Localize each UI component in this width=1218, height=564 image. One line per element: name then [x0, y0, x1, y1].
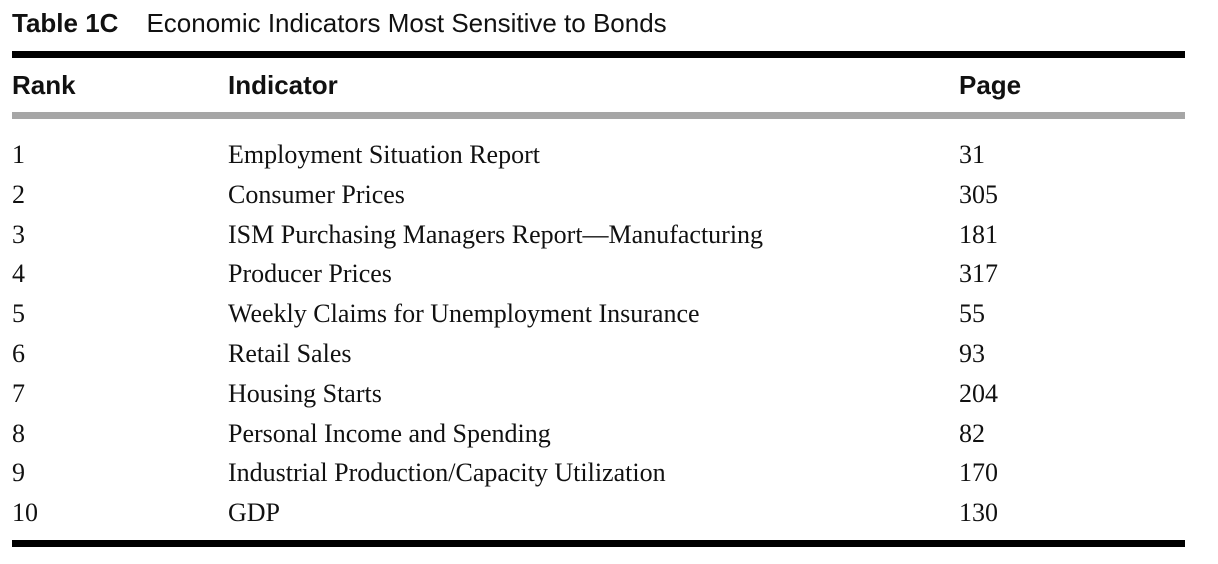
page-cell: 31	[959, 140, 985, 169]
table-header-row: Rank Indicator Page	[0, 66, 1218, 104]
indicator-cell: Weekly Claims for Unemployment Insurance	[228, 299, 700, 329]
rank-cell: 6	[12, 338, 25, 368]
rank-cell: 9	[12, 458, 25, 488]
page-cell: 181	[959, 219, 998, 249]
table-row: 7 Housing Starts 204	[0, 374, 1218, 414]
rank-cell: 10	[12, 498, 38, 528]
table-row: 10 GDP 130	[0, 493, 1218, 533]
indicator-cell: Producer Prices	[228, 259, 392, 289]
top-rule	[12, 51, 1185, 58]
indicator-cell: Employment Situation Report	[228, 140, 540, 169]
rank-cell: 7	[12, 378, 25, 408]
page-cell: 317	[959, 259, 998, 289]
indicator-cell: Retail Sales	[228, 338, 352, 368]
page-cell: 130	[959, 498, 998, 528]
table-row: 9 Industrial Production/Capacity Utiliza…	[0, 453, 1218, 493]
indicator-cell: GDP	[228, 498, 281, 528]
rank-cell: 1	[12, 140, 25, 169]
indicator-cell: Industrial Production/Capacity Utilizati…	[228, 458, 666, 488]
page-cell: 93	[959, 338, 985, 368]
page-cell: 305	[959, 179, 998, 209]
table-row: 5 Weekly Claims for Unemployment Insuran…	[0, 294, 1218, 334]
bottom-rule	[12, 540, 1185, 547]
rank-cell: 8	[12, 418, 25, 448]
page-cell: 170	[959, 458, 998, 488]
header-indicator: Indicator	[228, 70, 338, 100]
table-body: 1 Employment Situation Report 31 2 Consu…	[0, 135, 1218, 533]
indicator-cell: Housing Starts	[228, 378, 382, 408]
header-rank: Rank	[12, 70, 76, 100]
table-row: 3 ISM Purchasing Managers Report—Manufac…	[0, 215, 1218, 255]
header-page: Page	[959, 70, 1022, 100]
indicator-cell: ISM Purchasing Managers Report—Manufactu…	[228, 219, 764, 249]
header-rule	[12, 112, 1185, 119]
table-row: 2 Consumer Prices 305	[0, 175, 1218, 215]
page-cell: 204	[959, 378, 998, 408]
indicator-cell: Consumer Prices	[228, 179, 405, 209]
table-row: 1 Employment Situation Report 31	[0, 135, 1218, 175]
table-label: Table 1C	[12, 8, 119, 38]
rank-cell: 2	[12, 179, 25, 209]
table-row: 8 Personal Income and Spending 82	[0, 414, 1218, 454]
page-cell: 82	[959, 418, 985, 448]
rank-cell: 5	[12, 299, 25, 329]
page-cell: 55	[959, 299, 985, 329]
table-row: 6 Retail Sales 93	[0, 334, 1218, 374]
table-caption: Table 1C Economic Indicators Most Sensiti…	[12, 6, 667, 40]
indicator-cell: Personal Income and Spending	[228, 418, 551, 448]
table-title: Economic Indicators Most Sensitive to Bo…	[146, 8, 667, 38]
rank-cell: 4	[12, 259, 25, 289]
table-row: 4 Producer Prices 317	[0, 254, 1218, 294]
rank-cell: 3	[12, 219, 25, 249]
